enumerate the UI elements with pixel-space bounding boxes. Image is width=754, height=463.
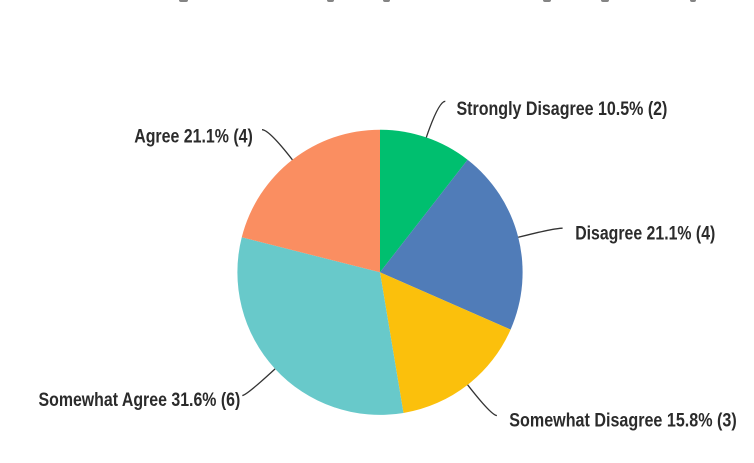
svg-text:Somewhat Agree 31.6% (6): Somewhat Agree 31.6% (6)	[39, 390, 241, 411]
svg-text:Disagree 21.1% (4): Disagree 21.1% (4)	[575, 224, 715, 245]
svg-text:Strongly Disagree 10.5% (2): Strongly Disagree 10.5% (2)	[457, 99, 668, 120]
svg-text:Somewhat Disagree 15.8% (3): Somewhat Disagree 15.8% (3)	[509, 410, 736, 431]
svg-text:Agree 21.1% (4): Agree 21.1% (4)	[134, 126, 253, 147]
